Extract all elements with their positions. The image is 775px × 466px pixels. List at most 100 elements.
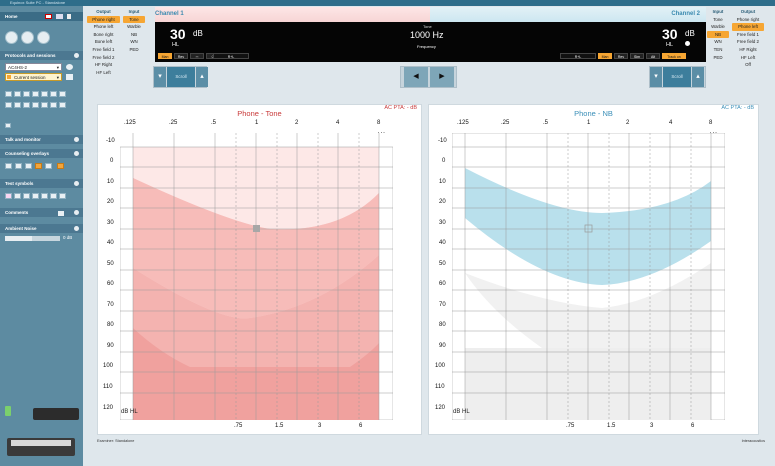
right-audiogram-plot[interactable] bbox=[452, 133, 725, 420]
output-free-field-1[interactable]: Free field 1 bbox=[92, 46, 115, 52]
level-down-button[interactable]: ▾ bbox=[650, 67, 662, 87]
input-nb[interactable]: NB bbox=[130, 31, 138, 37]
ch1-pulse-button[interactable]: ⎓ bbox=[190, 53, 204, 59]
speech-icon[interactable] bbox=[21, 31, 34, 44]
overlay-icon[interactable] bbox=[23, 102, 30, 108]
ch2-alt-button[interactable]: Alt bbox=[646, 53, 660, 59]
edit-icon[interactable] bbox=[23, 91, 30, 97]
symbol-4-icon[interactable] bbox=[32, 193, 39, 199]
gear-icon[interactable] bbox=[66, 64, 73, 70]
collapse-icon[interactable] bbox=[74, 210, 79, 215]
overlay-5-icon[interactable] bbox=[45, 163, 52, 169]
ch2-track-button[interactable]: Track on bbox=[662, 53, 686, 59]
input-wn[interactable]: WN bbox=[714, 39, 722, 45]
ch1-man-button[interactable]: Man bbox=[158, 53, 172, 59]
input-tone[interactable]: Tone bbox=[713, 16, 723, 22]
symbol-6-icon[interactable] bbox=[50, 193, 57, 199]
output-phone-left[interactable]: Phone left bbox=[732, 23, 764, 31]
save-session-icon[interactable] bbox=[66, 74, 73, 80]
output-free-field-2[interactable]: Free field 2 bbox=[92, 54, 115, 60]
output-phone-right[interactable]: Phone right bbox=[736, 16, 760, 22]
channel2-scroll-button[interactable]: Scroll bbox=[663, 67, 691, 87]
tool-icon[interactable] bbox=[5, 102, 12, 108]
output-free-field-1[interactable]: Free field 1 bbox=[737, 31, 759, 37]
input-ten[interactable]: TEN bbox=[713, 46, 723, 52]
ch1-rev-button[interactable]: Rev bbox=[174, 53, 188, 59]
list-icon[interactable] bbox=[50, 91, 57, 97]
test-symbols-header[interactable]: Test symbols bbox=[0, 179, 83, 188]
output-off[interactable]: Off bbox=[745, 62, 751, 68]
settings-icon[interactable] bbox=[37, 31, 50, 44]
input-ped[interactable]: PED bbox=[713, 54, 723, 60]
level-down-button[interactable]: ▾ bbox=[154, 67, 166, 87]
keyboard-icon[interactable] bbox=[14, 102, 21, 108]
input-wn[interactable]: WN bbox=[130, 39, 138, 45]
protocol-select[interactable]: AC4HS-2 ▾ bbox=[5, 63, 62, 71]
ambient-noise-header[interactable]: Ambient Noise bbox=[0, 224, 83, 233]
collapse-icon[interactable] bbox=[74, 53, 79, 58]
counseling-header[interactable]: Counseling overlays bbox=[0, 149, 83, 158]
ch2-rl-button[interactable]: R+L bbox=[560, 53, 596, 59]
input-tone[interactable]: Tone bbox=[123, 15, 145, 24]
symbol-3-icon[interactable] bbox=[23, 193, 30, 199]
output-hf-left[interactable]: HF Left bbox=[96, 69, 111, 75]
sidebar-home-tab[interactable]: Home bbox=[0, 12, 83, 21]
y-tick-label: 110 bbox=[435, 384, 445, 390]
level-up-button[interactable]: ▴ bbox=[196, 67, 208, 87]
frequency-icon[interactable] bbox=[32, 102, 39, 108]
transducer-icon[interactable] bbox=[41, 102, 48, 108]
comment-icon[interactable] bbox=[58, 211, 64, 216]
report-icon[interactable] bbox=[50, 102, 57, 108]
table-icon[interactable] bbox=[59, 91, 66, 97]
frequency-down-button[interactable]: ◀ bbox=[404, 67, 428, 87]
graph-icon[interactable] bbox=[41, 91, 48, 97]
collapse-icon[interactable] bbox=[74, 137, 79, 142]
hf-icon[interactable] bbox=[5, 91, 12, 97]
talk-monitor-header[interactable]: Talk and monitor bbox=[0, 135, 83, 144]
ch2-sim-button[interactable]: Sim bbox=[630, 53, 644, 59]
symbol-2-icon[interactable] bbox=[14, 193, 21, 199]
channel1-title: Channel 1 bbox=[155, 11, 184, 17]
collapse-icon[interactable] bbox=[74, 151, 79, 156]
input-warble[interactable]: Warble bbox=[711, 24, 725, 30]
mf-icon[interactable] bbox=[32, 91, 39, 97]
overlay-6-icon[interactable] bbox=[57, 163, 64, 169]
audiogram-icon[interactable] bbox=[5, 31, 18, 44]
input-nb[interactable]: NB bbox=[707, 30, 729, 39]
output-bone-left[interactable]: Bone left bbox=[94, 39, 113, 45]
output-bone-right[interactable]: Bone right bbox=[93, 31, 114, 37]
output-hf-right[interactable]: HF Right bbox=[739, 46, 757, 52]
level-up-button[interactable]: ▴ bbox=[692, 67, 704, 87]
protocols-header[interactable]: Protocols and sessions bbox=[0, 51, 83, 60]
comments-header[interactable]: Comments bbox=[0, 208, 83, 217]
frequency-up-button[interactable]: ▶ bbox=[430, 67, 454, 87]
window-icon[interactable] bbox=[56, 14, 63, 19]
input-ped[interactable]: PED bbox=[129, 46, 139, 52]
output-hf-left[interactable]: HF Left bbox=[740, 54, 756, 60]
print-icon[interactable] bbox=[59, 102, 66, 108]
channel1-scroll-button[interactable]: Scroll bbox=[167, 67, 195, 87]
collapse-icon[interactable] bbox=[74, 226, 79, 231]
symbol-7-icon[interactable] bbox=[59, 193, 66, 199]
masking-icon[interactable] bbox=[14, 91, 21, 97]
output-free-field-2[interactable]: Free field 2 bbox=[737, 39, 759, 45]
ch2-rev-button[interactable]: Rev bbox=[614, 53, 628, 59]
ch2-man-button[interactable]: Man bbox=[598, 53, 612, 59]
overlay-2-icon[interactable] bbox=[15, 163, 22, 169]
symbol-1-icon[interactable] bbox=[5, 193, 12, 199]
output-phone-left[interactable]: Phone left bbox=[93, 24, 114, 30]
help-icon[interactable] bbox=[67, 14, 71, 19]
ff-icon[interactable] bbox=[5, 123, 11, 128]
left-audiogram-plot[interactable] bbox=[120, 133, 393, 420]
overlay-3-icon[interactable] bbox=[25, 163, 32, 169]
overlay-1-icon[interactable] bbox=[5, 163, 12, 169]
input-warble[interactable]: Warble bbox=[127, 24, 141, 30]
overlay-4-icon[interactable] bbox=[35, 163, 42, 169]
output-hf-right[interactable]: HF Right bbox=[94, 62, 113, 68]
ch1-rl-button[interactable]: R+L bbox=[213, 53, 249, 59]
session-select[interactable]: Current session ▾ bbox=[5, 73, 62, 81]
symbol-5-icon[interactable] bbox=[41, 193, 48, 199]
collapse-icon[interactable] bbox=[74, 181, 79, 186]
flag-icon[interactable] bbox=[45, 14, 52, 19]
output-phone-right[interactable]: Phone right bbox=[87, 15, 120, 24]
